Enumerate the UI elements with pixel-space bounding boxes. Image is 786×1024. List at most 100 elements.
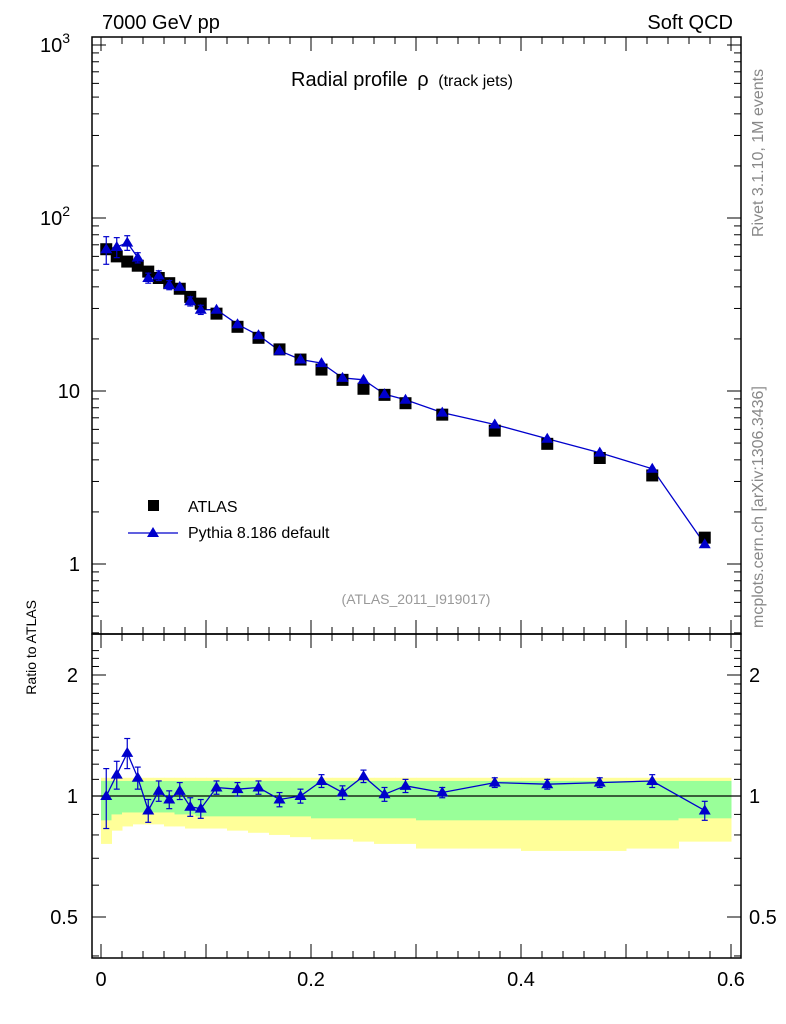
category-label: Soft QCD <box>647 12 733 34</box>
legend-atlas-label: ATLAS <box>188 499 238 516</box>
x-tick-label: 0.4 <box>507 969 535 991</box>
mc-point <box>488 418 501 429</box>
mc-point <box>121 236 134 247</box>
ratio-point <box>131 771 144 782</box>
mc-point <box>252 329 265 340</box>
mc-point <box>210 303 223 314</box>
mc-point <box>163 278 176 289</box>
ratio-y-tick-label-right: 0.5 <box>749 907 777 929</box>
ratio-point <box>541 778 554 789</box>
ratio-point <box>336 786 349 797</box>
ratio-point <box>184 800 197 811</box>
mc-point <box>173 280 186 291</box>
mc-point <box>436 406 449 417</box>
mc-point <box>593 446 606 457</box>
ratio-point <box>152 784 165 795</box>
main-frame <box>91 36 742 635</box>
ratio-point <box>488 776 501 787</box>
ratio-frame <box>91 633 742 959</box>
ratio-y-tick-label: 1 <box>67 786 78 808</box>
ratio-plot-panel: 0.5 0.5 1 1 2 2 0 0.2 0.4 0.6 Ratio to ATLAS <box>23 600 777 991</box>
atlas-point <box>194 297 207 310</box>
band-inner-bin <box>311 780 333 819</box>
ratio-tick-labels: 0.5 0.5 1 1 2 2 0 0.2 0.4 0.6 <box>50 665 777 991</box>
main-y-tick-labels: 1 10 102 103 <box>40 30 80 576</box>
mc-point <box>541 432 554 443</box>
mc-point <box>357 373 370 384</box>
band-inner-bin <box>227 780 249 817</box>
chart-title-text: Radial profile <box>291 69 408 91</box>
mc-point <box>294 353 307 364</box>
y-tick-label: 1 <box>69 554 80 576</box>
ratio-point <box>231 783 244 794</box>
mc-point <box>152 269 165 280</box>
ratio-y-tick-label-right: 2 <box>749 665 760 687</box>
mc-point <box>100 243 113 254</box>
legend: ATLAS Pythia 8.186 default <box>128 499 330 542</box>
mc-point <box>131 251 144 262</box>
rivet-label: Rivet 3.1.10, 1M events <box>750 69 767 237</box>
x-tick-label: 0.2 <box>297 969 325 991</box>
ratio-point <box>163 793 176 804</box>
ratio-line <box>105 751 706 813</box>
band-inner-bin <box>395 780 417 819</box>
band-inner-bin <box>143 780 154 813</box>
ratio-point <box>593 776 606 787</box>
main-series <box>100 235 711 549</box>
ratio-point <box>436 786 449 797</box>
mc-point <box>315 357 328 368</box>
ratio-point <box>210 781 223 792</box>
mc-point <box>231 318 244 329</box>
ratio-y-tick-label: 2 <box>67 665 78 687</box>
ratio-point <box>252 781 265 792</box>
ratio-point <box>698 804 711 815</box>
ratio-series <box>100 737 711 830</box>
band-inner-bin <box>122 780 133 813</box>
y-tick-label: 102 <box>40 203 70 230</box>
band-inner-bin <box>353 780 375 819</box>
band-inner-bin <box>195 780 207 817</box>
ratio-point <box>110 768 123 779</box>
ratio-point <box>173 784 186 795</box>
mc-point <box>184 295 197 306</box>
ratio-point <box>315 774 328 785</box>
ratio-ylabel: Ratio to ATLAS <box>23 600 39 695</box>
chart-title: Radial profile ρ (track jets) <box>291 69 513 91</box>
mc-point <box>698 538 711 549</box>
ratio-point <box>294 790 307 800</box>
legend-mc-label: Pythia 8.186 default <box>188 525 330 542</box>
band-inner-bin <box>132 780 144 813</box>
mc-point <box>646 462 659 473</box>
legend-mc-marker <box>147 527 159 537</box>
ratio-point <box>194 802 207 813</box>
band-inner-bin <box>416 780 469 821</box>
ratio-point <box>646 774 659 785</box>
atlas-point <box>142 265 155 278</box>
x-tick-label: 0.6 <box>717 969 745 991</box>
band-inner-bin <box>248 780 270 817</box>
mc-point <box>336 371 349 382</box>
mc-point <box>378 388 391 399</box>
energy-label: 7000 GeV pp <box>102 12 220 34</box>
mcplots-label: mcplots.cern.ch [arXiv:1306.3436] <box>750 386 767 628</box>
y-tick-label: 103 <box>40 30 70 57</box>
chart-title-suffix: (track jets) <box>438 73 513 90</box>
mc-point <box>273 344 286 355</box>
mc-point <box>399 393 412 404</box>
ratio-uncertainty-band <box>101 777 732 851</box>
ratio-y-tick-label-right: 1 <box>749 786 760 808</box>
mc-point <box>142 271 155 282</box>
main-axis-ticks <box>92 37 741 634</box>
ratio-y-tick-label: 0.5 <box>50 907 78 929</box>
mc-point <box>110 240 123 251</box>
ratio-point <box>273 793 286 804</box>
ratio-point <box>378 788 391 799</box>
legend-atlas-marker <box>148 500 159 511</box>
band-inner-bin <box>111 780 123 815</box>
analysis-watermark: (ATLAS_2011_I919017) <box>342 591 491 607</box>
y-tick-label: 10 <box>58 381 80 403</box>
atlas-point <box>357 382 370 395</box>
ratio-axis-ticks <box>92 634 741 958</box>
